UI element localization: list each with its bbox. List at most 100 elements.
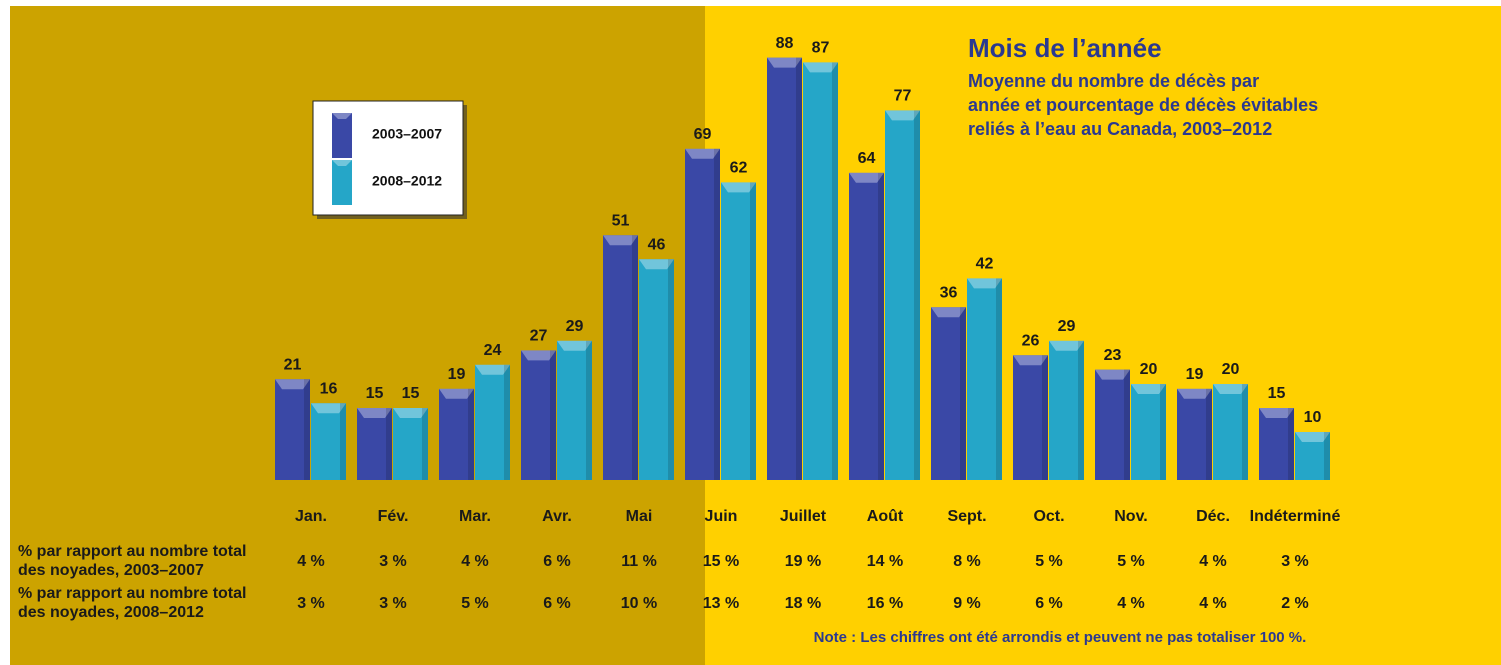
table-cell: 16 %	[867, 595, 903, 612]
value-label: 36	[940, 284, 958, 301]
x-tick-label: Jan.	[295, 508, 327, 525]
bar-shade	[878, 173, 884, 480]
value-label: 20	[1140, 361, 1158, 378]
row-label: % par rapport au nombre total	[18, 585, 246, 602]
x-tick-label: Fév.	[378, 508, 409, 525]
x-tick-label: Juillet	[780, 508, 827, 525]
x-tick-label: Nov.	[1114, 508, 1147, 525]
table-cell: 2 %	[1281, 595, 1309, 612]
bar-shade	[1242, 384, 1248, 480]
bar-shade	[550, 350, 556, 480]
x-tick-label: Avr.	[542, 508, 572, 525]
value-label: 77	[894, 88, 912, 105]
value-label: 42	[976, 256, 994, 273]
value-label: 26	[1022, 332, 1040, 349]
table-cell: 5 %	[1035, 553, 1063, 570]
bar-shade	[668, 259, 674, 480]
table-cell: 3 %	[379, 595, 407, 612]
x-tick-label: Sept.	[947, 508, 986, 525]
table-cell: 9 %	[953, 595, 981, 612]
table-cell: 4 %	[297, 553, 325, 570]
table-cell: 4 %	[1199, 595, 1227, 612]
table-cell: 15 %	[703, 553, 739, 570]
bar-shade	[504, 365, 510, 480]
value-label: 27	[530, 328, 548, 345]
table-cell: 11 %	[621, 553, 657, 570]
x-tick-label: Août	[867, 508, 904, 525]
table-cell: 19 %	[785, 553, 821, 570]
table-cell: 5 %	[461, 595, 489, 612]
table-cell: 3 %	[1281, 553, 1309, 570]
value-label: 46	[648, 236, 666, 253]
table-cell: 5 %	[1117, 553, 1145, 570]
row-label: des noyades, 2008–2012	[18, 604, 204, 621]
table-cell: 14 %	[867, 553, 903, 570]
x-tick-label: Oct.	[1033, 508, 1064, 525]
value-label: 23	[1104, 347, 1122, 364]
x-tick-label: Indéterminé	[1250, 508, 1341, 525]
legend-label: 2003–2007	[372, 126, 442, 142]
bar-shade	[422, 408, 428, 480]
value-label: 51	[612, 212, 630, 229]
bar-shade	[1206, 389, 1212, 480]
bar-shade	[1078, 341, 1084, 480]
note: Note : Les chiffres ont été arrondis et …	[814, 629, 1307, 646]
chart-title: Mois de l’année	[968, 33, 1162, 63]
bar-shade	[1324, 432, 1330, 480]
table-cell: 6 %	[543, 553, 571, 570]
value-label: 19	[448, 366, 466, 383]
legend-swatch	[332, 160, 352, 205]
x-tick-label: Déc.	[1196, 508, 1230, 525]
table-cell: 6 %	[543, 595, 571, 612]
table-cell: 3 %	[297, 595, 325, 612]
bar-shade	[1042, 355, 1048, 480]
table-cell: 10 %	[621, 595, 657, 612]
bar-shade	[714, 149, 720, 480]
value-label: 87	[812, 40, 830, 57]
bar-shade	[468, 389, 474, 480]
bar-shade	[960, 307, 966, 480]
legend-label: 2008–2012	[372, 173, 442, 189]
table-cell: 6 %	[1035, 595, 1063, 612]
x-tick-label: Mar.	[459, 508, 491, 525]
value-label: 10	[1304, 409, 1322, 426]
value-label: 29	[566, 318, 584, 335]
table-cell: 18 %	[785, 595, 821, 612]
value-label: 62	[730, 160, 748, 177]
value-label: 19	[1186, 366, 1204, 383]
table-cell: 4 %	[1117, 595, 1145, 612]
value-label: 15	[366, 385, 384, 402]
value-label: 29	[1058, 318, 1076, 335]
bar-shade	[304, 379, 310, 480]
value-label: 64	[858, 150, 876, 167]
chart: Mois de l’année Moyenne du nombre de déc…	[0, 0, 1501, 665]
legend-swatch	[332, 113, 352, 158]
value-label: 16	[320, 380, 338, 397]
table-cell: 3 %	[379, 553, 407, 570]
table-cell: 4 %	[1199, 553, 1227, 570]
value-label: 88	[776, 35, 794, 52]
bar-shade	[632, 235, 638, 480]
bar-shade	[586, 341, 592, 480]
table-cell: 8 %	[953, 553, 981, 570]
bar-shade	[1288, 408, 1294, 480]
table-cell: 4 %	[461, 553, 489, 570]
x-tick-label: Mai	[626, 508, 653, 525]
bar-shade	[340, 403, 346, 480]
row-label: % par rapport au nombre total	[18, 543, 246, 560]
bar-shade	[1124, 370, 1130, 480]
bar-shade	[796, 58, 802, 480]
value-label: 15	[402, 385, 420, 402]
bar-shade	[832, 62, 838, 480]
chart-subtitle: reliés à l’eau au Canada, 2003–2012	[968, 119, 1272, 139]
table-cell: 13 %	[703, 595, 739, 612]
value-label: 69	[694, 126, 712, 143]
chart-subtitle: année et pourcentage de décès évitables	[968, 95, 1318, 115]
chart-subtitle: Moyenne du nombre de décès par	[968, 71, 1259, 91]
row-label: des noyades, 2003–2007	[18, 562, 204, 579]
value-label: 20	[1222, 361, 1240, 378]
bar-shade	[386, 408, 392, 480]
bar-shade	[1160, 384, 1166, 480]
bar-shade	[914, 110, 920, 480]
value-label: 21	[284, 356, 302, 373]
